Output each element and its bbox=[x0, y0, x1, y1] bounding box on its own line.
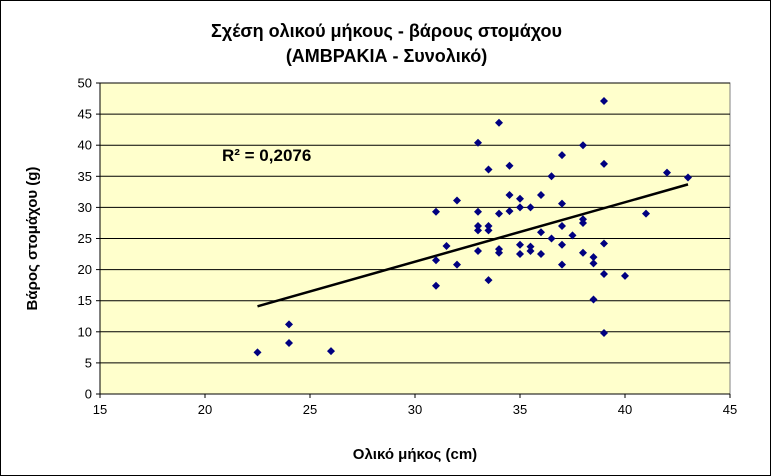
data-point bbox=[579, 218, 587, 227]
y-axis-label: Βάρος στομάχου (g) bbox=[24, 167, 41, 311]
data-point bbox=[453, 260, 461, 269]
data-point bbox=[474, 138, 482, 147]
y-tick-label: 0 bbox=[85, 387, 92, 402]
y-tick-label: 10 bbox=[78, 324, 92, 339]
data-point bbox=[484, 226, 493, 235]
data-point bbox=[474, 246, 482, 255]
grid-lines bbox=[100, 82, 730, 364]
y-tick-label: 30 bbox=[78, 200, 92, 215]
data-point bbox=[537, 190, 545, 199]
data-point bbox=[600, 239, 608, 248]
data-point bbox=[285, 320, 293, 329]
y-tick-label: 5 bbox=[85, 355, 92, 370]
data-point bbox=[505, 190, 514, 199]
data-point bbox=[589, 253, 598, 262]
data-point bbox=[505, 207, 514, 216]
data-point bbox=[600, 97, 608, 106]
data-point bbox=[589, 295, 598, 304]
data-point bbox=[621, 271, 629, 280]
data-point bbox=[663, 168, 671, 177]
y-tick-label: 35 bbox=[78, 169, 92, 184]
y-tick-label: 20 bbox=[78, 262, 92, 277]
data-point bbox=[516, 203, 524, 212]
x-tick-label: 45 bbox=[723, 402, 737, 417]
data-point bbox=[484, 276, 493, 285]
data-point bbox=[516, 240, 524, 249]
data-point bbox=[600, 269, 608, 278]
data-point bbox=[537, 228, 545, 237]
data-point bbox=[537, 250, 545, 259]
chart-title: Σχέση ολικού μήκους - βάρους στομάχου bbox=[211, 21, 562, 41]
data-point bbox=[474, 226, 482, 235]
data-point bbox=[558, 151, 566, 160]
data-point bbox=[579, 141, 587, 150]
data-point bbox=[495, 118, 503, 127]
axes bbox=[96, 82, 731, 398]
data-points bbox=[253, 97, 692, 357]
data-point bbox=[474, 207, 482, 216]
tick-labels: 0 5 10 15 20 25 30 35 40 45 50 15 20 25 30 35 40 45 bbox=[78, 76, 738, 418]
data-point bbox=[600, 329, 608, 338]
data-point bbox=[253, 348, 262, 357]
data-point bbox=[516, 194, 524, 203]
x-tick-label: 20 bbox=[198, 402, 212, 417]
y-tick-label: 25 bbox=[78, 231, 92, 246]
x-tick-label: 40 bbox=[618, 402, 632, 417]
data-point bbox=[589, 259, 598, 268]
x-tick-label: 25 bbox=[303, 402, 317, 417]
x-tick-label: 30 bbox=[408, 402, 422, 417]
data-point bbox=[432, 207, 440, 216]
data-point bbox=[495, 209, 503, 218]
x-tick-label: 35 bbox=[513, 402, 527, 417]
data-point bbox=[600, 159, 608, 168]
data-point bbox=[474, 222, 482, 231]
data-point bbox=[516, 250, 524, 259]
data-point bbox=[642, 209, 650, 218]
x-axis-label: Ολικό μήκος (cm) bbox=[353, 446, 477, 463]
data-point bbox=[432, 256, 440, 265]
data-point bbox=[484, 165, 493, 174]
y-tick-label: 40 bbox=[78, 138, 92, 153]
y-tick-label: 50 bbox=[78, 76, 92, 91]
data-point bbox=[453, 196, 461, 205]
chart-subtitle: (ΑΜΒΡΑΚΙΑ - Συνολικό) bbox=[285, 46, 488, 66]
data-point bbox=[526, 246, 535, 255]
y-tick-label: 45 bbox=[78, 107, 92, 122]
y-tick-label: 15 bbox=[78, 293, 92, 308]
data-point bbox=[285, 338, 293, 347]
data-point bbox=[558, 240, 566, 249]
data-point bbox=[327, 347, 335, 356]
trendline bbox=[257, 183, 689, 308]
data-point bbox=[495, 248, 503, 257]
data-point bbox=[526, 242, 535, 251]
data-point bbox=[684, 173, 692, 182]
data-point bbox=[505, 161, 514, 170]
data-point bbox=[442, 241, 451, 250]
data-point bbox=[526, 203, 535, 212]
data-point bbox=[484, 222, 493, 231]
data-point bbox=[568, 231, 577, 240]
data-point bbox=[558, 199, 566, 208]
data-point bbox=[558, 260, 566, 269]
data-point bbox=[579, 248, 587, 257]
x-tick-label: 15 bbox=[93, 402, 107, 417]
data-point bbox=[432, 281, 440, 290]
r-squared-annotation: R² = 0,2076 bbox=[222, 146, 311, 165]
data-point bbox=[547, 172, 556, 181]
data-point bbox=[547, 234, 556, 243]
data-point bbox=[558, 222, 566, 231]
